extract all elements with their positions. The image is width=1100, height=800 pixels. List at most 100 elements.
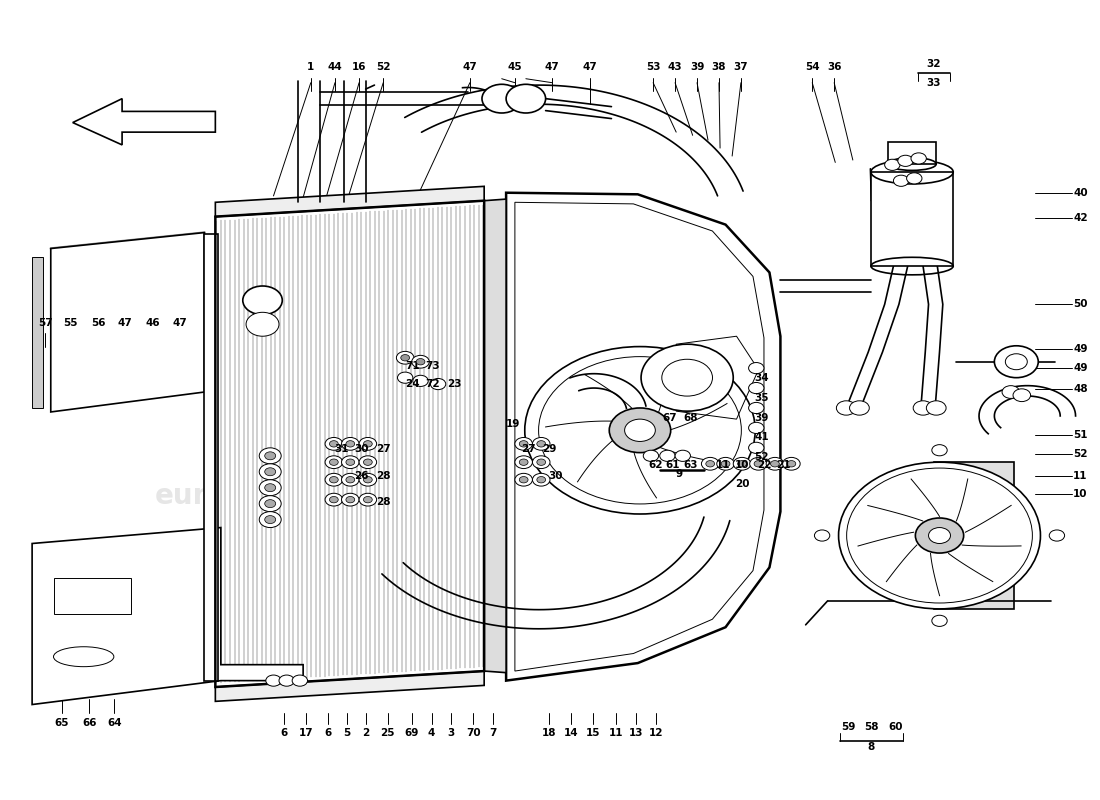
Circle shape <box>265 515 276 523</box>
Circle shape <box>770 461 779 467</box>
Circle shape <box>400 354 409 361</box>
Circle shape <box>326 494 342 506</box>
Circle shape <box>519 441 528 447</box>
Text: 11: 11 <box>608 728 623 738</box>
Circle shape <box>341 494 359 506</box>
Polygon shape <box>32 527 304 705</box>
Text: 68: 68 <box>683 413 697 422</box>
Text: 39: 39 <box>690 62 704 72</box>
Circle shape <box>341 456 359 469</box>
Text: 24: 24 <box>406 379 420 389</box>
Circle shape <box>412 375 428 386</box>
Bar <box>54 578 131 614</box>
Circle shape <box>265 452 276 460</box>
Circle shape <box>537 477 546 483</box>
Text: 73: 73 <box>426 361 440 370</box>
Circle shape <box>913 401 933 415</box>
Text: 58: 58 <box>865 722 879 732</box>
Circle shape <box>265 500 276 508</box>
Text: 31: 31 <box>334 445 349 454</box>
Circle shape <box>755 461 763 467</box>
Circle shape <box>749 362 764 374</box>
Circle shape <box>246 312 279 336</box>
Text: 28: 28 <box>376 497 390 507</box>
Text: 25: 25 <box>381 728 395 738</box>
Circle shape <box>341 438 359 450</box>
Circle shape <box>330 441 338 447</box>
Text: 38: 38 <box>712 62 726 72</box>
Circle shape <box>326 438 342 450</box>
Circle shape <box>243 286 283 314</box>
Bar <box>888 142 936 164</box>
Text: 19: 19 <box>506 419 520 429</box>
Text: 7: 7 <box>490 728 496 738</box>
Circle shape <box>994 346 1038 378</box>
Circle shape <box>260 448 282 464</box>
Circle shape <box>749 402 764 414</box>
Text: 50: 50 <box>1074 299 1088 310</box>
Circle shape <box>1049 530 1065 541</box>
Circle shape <box>363 477 372 483</box>
Circle shape <box>532 438 550 450</box>
Bar <box>610 394 676 466</box>
Circle shape <box>260 480 282 496</box>
Text: 46: 46 <box>145 318 161 329</box>
Text: 56: 56 <box>90 318 106 329</box>
Text: 49: 49 <box>1074 344 1088 354</box>
Text: 42: 42 <box>1072 214 1088 223</box>
Circle shape <box>1013 389 1031 402</box>
Text: 51: 51 <box>1074 430 1088 440</box>
Text: 54: 54 <box>805 62 820 72</box>
Circle shape <box>515 438 532 450</box>
Circle shape <box>537 459 546 466</box>
Circle shape <box>260 496 282 512</box>
Text: 48: 48 <box>1072 384 1088 394</box>
Text: 47: 47 <box>582 62 597 72</box>
Circle shape <box>675 450 691 462</box>
Circle shape <box>260 512 282 527</box>
Circle shape <box>330 459 338 466</box>
Text: 8: 8 <box>868 742 876 752</box>
Circle shape <box>265 468 276 476</box>
Circle shape <box>416 358 425 365</box>
Text: 12: 12 <box>649 728 663 738</box>
Circle shape <box>1002 386 1020 398</box>
Circle shape <box>532 456 550 469</box>
Text: 65: 65 <box>55 718 69 728</box>
Text: 62: 62 <box>648 460 662 470</box>
Circle shape <box>662 359 713 396</box>
Circle shape <box>359 474 376 486</box>
Text: 2: 2 <box>362 728 370 738</box>
Circle shape <box>506 84 546 113</box>
Text: 1: 1 <box>307 62 315 72</box>
Circle shape <box>706 461 715 467</box>
Circle shape <box>330 477 338 483</box>
Text: 35: 35 <box>755 393 769 402</box>
Circle shape <box>898 155 913 166</box>
Circle shape <box>911 153 926 164</box>
Circle shape <box>609 408 671 453</box>
Text: 10: 10 <box>735 460 749 470</box>
Circle shape <box>532 474 550 486</box>
Circle shape <box>926 401 946 415</box>
Circle shape <box>786 461 795 467</box>
Circle shape <box>749 382 764 394</box>
Circle shape <box>515 474 532 486</box>
Text: 63: 63 <box>683 460 697 470</box>
Circle shape <box>625 419 656 442</box>
Circle shape <box>293 675 308 686</box>
Text: 57: 57 <box>39 318 53 329</box>
Circle shape <box>539 357 741 504</box>
Circle shape <box>782 458 800 470</box>
Text: 64: 64 <box>107 718 122 728</box>
Text: 55: 55 <box>64 318 78 329</box>
Text: 60: 60 <box>889 722 903 732</box>
Text: 6: 6 <box>280 728 288 738</box>
Text: 28: 28 <box>376 470 390 481</box>
Circle shape <box>330 497 338 503</box>
Circle shape <box>893 175 909 186</box>
Text: 52: 52 <box>755 452 769 462</box>
Circle shape <box>906 173 922 184</box>
Circle shape <box>363 497 372 503</box>
Text: 10: 10 <box>1074 489 1088 499</box>
